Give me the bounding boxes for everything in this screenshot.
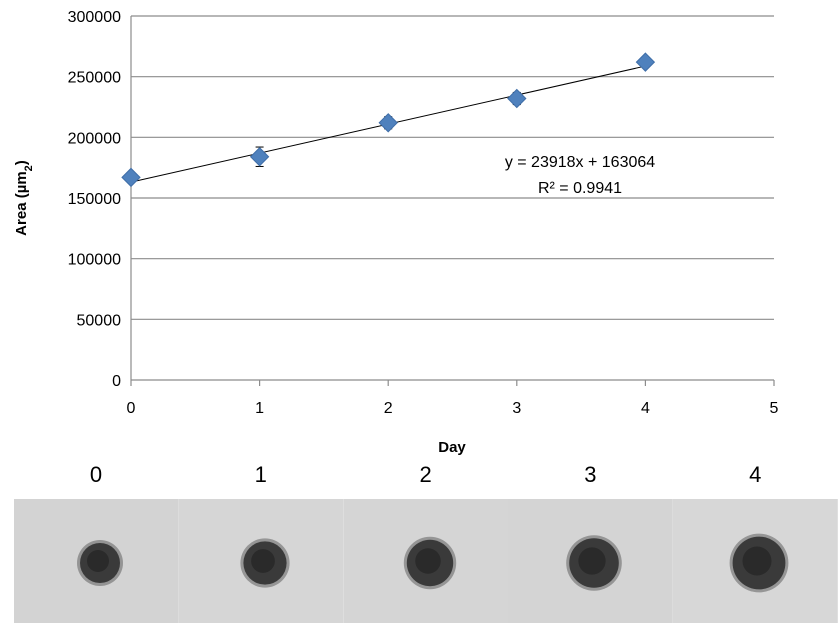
x-tick-label-3: 3	[512, 400, 521, 417]
spheroid-image-day-0	[14, 499, 179, 623]
data-point-2	[378, 113, 398, 133]
spheroid-core-4	[742, 546, 772, 576]
y-tick-label-1: 50000	[77, 312, 122, 329]
y-tick-label-2: 100000	[68, 252, 121, 269]
day-label-1: 1	[254, 462, 267, 487]
spheroid-image-strip	[14, 499, 838, 623]
y-tick-label-4: 200000	[68, 130, 121, 147]
gridlines	[131, 15, 774, 320]
spheroid-image-day-3	[508, 499, 674, 623]
x-tick-labels: 0 1 2 3 4 5	[127, 400, 779, 417]
data-point-3	[507, 88, 527, 109]
area-vs-day-chart: 0 1 2 3 4 5 0 50000 100000 150000 200000 250000 300…	[13, 9, 779, 456]
x-axis-title: Day	[438, 439, 466, 456]
spheroid-image-day-1	[178, 499, 344, 623]
spheroid-core-0	[87, 550, 109, 572]
y-axis-title-subscript: 2	[23, 165, 35, 171]
data-point-0	[121, 167, 141, 188]
y-tick-label-0: 0	[112, 373, 121, 390]
spheroid-core-2	[414, 548, 441, 574]
y-tick-label-3: 150000	[68, 191, 121, 208]
trendline-equation: y = 23918x + 163064	[505, 154, 655, 171]
data-point-4	[635, 52, 656, 72]
spheroid-image-svg-2	[343, 499, 509, 623]
x-tick-label-0: 0	[127, 400, 136, 417]
spheroid-image-svg-1	[178, 499, 344, 623]
y-axis-title-suffix: )	[13, 160, 30, 165]
day-label-2: 2	[419, 462, 432, 487]
day-labels: 0 1 2 3 4	[14, 462, 838, 496]
spheroid-image-svg-3	[508, 499, 674, 623]
y-tick-label-5: 250000	[68, 70, 121, 87]
y-tick-label-6: 300000	[68, 9, 121, 26]
spheroid-image-svg-4	[673, 499, 838, 623]
spheroid-image-svg-0	[14, 499, 179, 623]
axes	[130, 16, 775, 386]
spheroid-image-day-2	[343, 499, 509, 623]
day-label-3: 3	[584, 462, 597, 487]
y-axis-title: Area (µm2)	[13, 160, 35, 236]
spheroid-core-1	[250, 549, 275, 573]
x-tick-label-5: 5	[770, 400, 779, 417]
data-point-1	[249, 147, 270, 167]
y-axis-title-main: Area (µm	[13, 171, 30, 236]
x-tick-label-4: 4	[641, 400, 650, 417]
spheroid-core-3	[578, 547, 607, 575]
x-tick-label-2: 2	[384, 400, 393, 417]
y-tick-labels: 0 50000 100000 150000 200000 250000 300000	[68, 9, 121, 390]
x-tick-label-1: 1	[255, 400, 264, 417]
spheroid-image-day-4	[673, 499, 838, 623]
data-points	[121, 52, 656, 188]
day-label-0: 0	[89, 462, 103, 487]
trendline-r-squared: R² = 0.9941	[538, 180, 622, 197]
day-label-4: 4	[749, 462, 762, 487]
